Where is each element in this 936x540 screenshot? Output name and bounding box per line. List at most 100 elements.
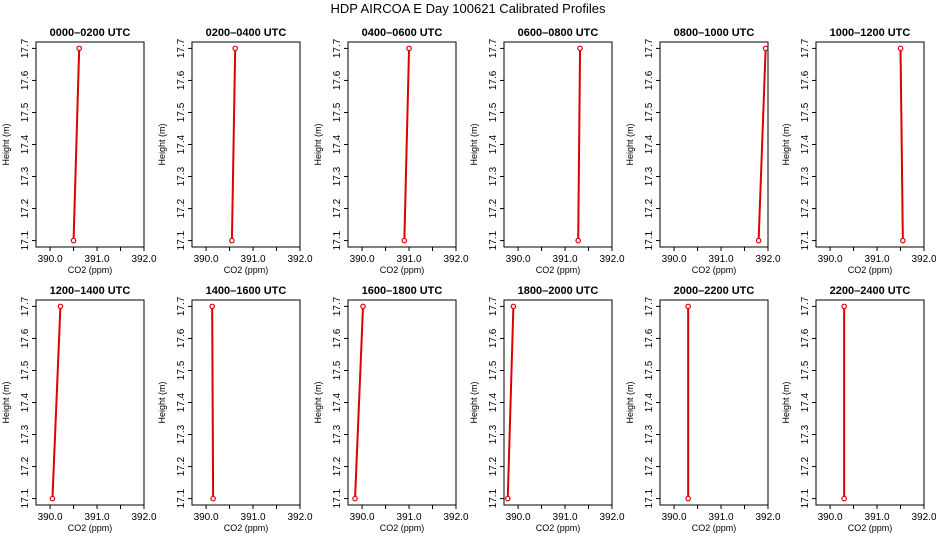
y-tick-label: 17.7 <box>644 38 655 58</box>
panel-7: 1400–1600 UTC 390.0 391.0 392.0 17.1 17.2 17.3… <box>157 285 313 533</box>
plot-frame <box>503 299 613 506</box>
y-tick-label: 17.5 <box>488 102 499 122</box>
y-tick-label: 17.2 <box>644 456 655 476</box>
x-tick-label: 391.0 <box>85 254 110 265</box>
plot-frame <box>35 299 145 506</box>
y-tick-label: 17.7 <box>800 38 811 58</box>
y-tick-label: 17.2 <box>488 456 499 476</box>
data-point <box>575 237 581 244</box>
y-tick-label: 17.7 <box>332 296 343 316</box>
x-tick-label: 391.0 <box>865 254 890 265</box>
y-tick-label: 17.6 <box>20 70 31 90</box>
y-axis-label: Height (m) <box>781 381 791 423</box>
x-tick-label: 390.0 <box>506 512 531 523</box>
x-tick-label: 391.0 <box>397 254 422 265</box>
y-tick-label: 17.6 <box>488 328 499 348</box>
y-tick-label: 17.4 <box>644 392 655 412</box>
y-tick-label: 17.5 <box>488 360 499 380</box>
y-tick-label: 17.2 <box>176 198 187 218</box>
x-tick-label: 392.0 <box>287 254 312 265</box>
panel-title: 2200–2400 UTC <box>830 285 911 297</box>
panel-title: 1200–1400 UTC <box>50 285 131 297</box>
x-tick-label: 390.0 <box>818 254 843 265</box>
panel-title: 1600–1800 UTC <box>362 285 443 297</box>
profile-line <box>51 306 62 499</box>
y-axis-label: Height (m) <box>313 381 323 423</box>
data-point <box>232 45 239 52</box>
data-point <box>57 303 64 310</box>
plot-frame <box>347 41 457 248</box>
y-tick-label: 17.5 <box>644 360 655 380</box>
y-tick-label: 17.3 <box>644 166 655 186</box>
data-point <box>360 303 366 310</box>
y-tick-label: 17.3 <box>800 166 811 186</box>
x-tick-label: 391.0 <box>553 254 578 265</box>
profile-line <box>403 48 411 241</box>
profile-line <box>577 48 582 241</box>
plot-frame <box>815 299 925 506</box>
y-tick-label: 17.1 <box>644 230 655 250</box>
y-tick-label: 17.2 <box>332 198 343 218</box>
x-tick-label: 392.0 <box>443 512 468 523</box>
y-tick-label: 17.2 <box>332 456 343 476</box>
x-tick-label: 391.0 <box>397 512 422 523</box>
panel-6: 1200–1400 UTC 390.0 391.0 392.0 17.1 17.2 17.3… <box>1 285 157 533</box>
data-point <box>577 45 583 52</box>
y-tick-label: 17.2 <box>800 198 811 218</box>
y-tick-label: 17.1 <box>644 488 655 508</box>
y-tick-label: 17.4 <box>332 134 343 154</box>
y-tick-label: 17.3 <box>488 424 499 444</box>
x-tick-label: 392.0 <box>131 254 156 265</box>
y-tick-label: 17.6 <box>176 328 187 348</box>
panel-title: 0400–0600 UTC <box>362 27 443 39</box>
y-tick-label: 17.2 <box>644 198 655 218</box>
plot-frame <box>659 41 769 248</box>
panel-8: 1600–1800 UTC 390.0 391.0 392.0 17.1 17.2 17.3… <box>313 285 469 533</box>
y-tick-label: 17.7 <box>488 38 499 58</box>
data-point <box>70 237 77 244</box>
y-axis-label: Height (m) <box>1 123 11 165</box>
y-tick-label: 17.7 <box>20 296 31 316</box>
profile-line <box>230 48 237 241</box>
panel-1: 0200–0400 UTC 390.0 391.0 392.0 17.1 17.2 17.3… <box>157 27 313 275</box>
data-point <box>841 303 847 310</box>
y-tick-label: 17.7 <box>800 296 811 316</box>
y-tick-label: 17.5 <box>644 102 655 122</box>
x-axis-label: CO2 (ppm) <box>848 265 893 275</box>
x-tick-label: 392.0 <box>911 512 936 523</box>
figure-title: HDP AIRCOA E Day 100621 Calibrated Profi… <box>330 1 606 16</box>
y-tick-label: 17.1 <box>332 230 343 250</box>
plot-frame <box>503 41 613 248</box>
y-tick-label: 17.5 <box>20 102 31 122</box>
x-tick-label: 392.0 <box>755 254 780 265</box>
data-point <box>841 495 847 502</box>
data-point <box>352 495 358 502</box>
x-tick-label: 392.0 <box>131 512 156 523</box>
y-tick-label: 17.5 <box>176 102 187 122</box>
y-axis-label: Height (m) <box>157 381 167 423</box>
y-tick-label: 17.1 <box>800 488 811 508</box>
y-axis-label: Height (m) <box>1 381 11 423</box>
plot-frame <box>659 299 769 506</box>
x-axis-label: CO2 (ppm) <box>68 523 113 533</box>
panel-title: 0200–0400 UTC <box>206 27 287 39</box>
x-tick-label: 391.0 <box>85 512 110 523</box>
y-tick-label: 17.1 <box>20 230 31 250</box>
y-tick-label: 17.1 <box>176 488 187 508</box>
data-point <box>229 237 235 244</box>
y-tick-label: 17.1 <box>176 230 187 250</box>
panel-11: 2200–2400 UTC 390.0 391.0 392.0 17.1 17.2 17.3… <box>781 285 936 533</box>
y-tick-label: 17.5 <box>20 360 31 380</box>
panel-9: 1800–2000 UTC 390.0 391.0 392.0 17.1 17.2 17.3… <box>469 285 625 533</box>
data-point <box>897 45 904 52</box>
y-tick-label: 17.6 <box>800 328 811 348</box>
plot-frame <box>815 41 925 248</box>
data-point <box>76 45 83 52</box>
y-tick-label: 17.3 <box>332 166 343 186</box>
x-tick-label: 392.0 <box>911 254 936 265</box>
y-tick-label: 17.6 <box>20 328 31 348</box>
y-tick-label: 17.1 <box>488 488 499 508</box>
y-tick-label: 17.5 <box>800 102 811 122</box>
y-tick-label: 17.5 <box>332 102 343 122</box>
panel-title: 1400–1600 UTC <box>206 285 287 297</box>
